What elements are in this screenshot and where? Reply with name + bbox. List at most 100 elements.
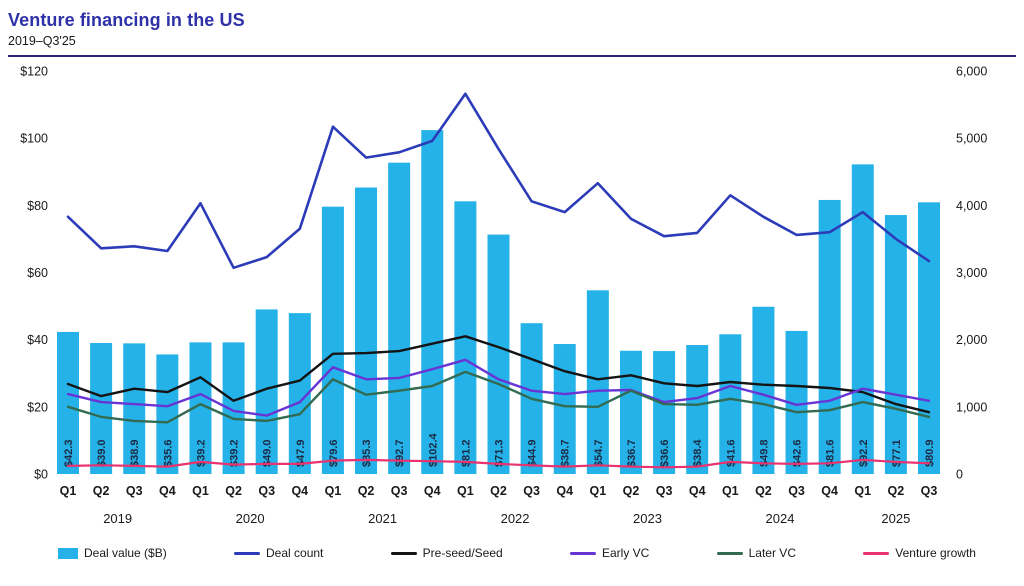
deal-value-bar (752, 306, 775, 474)
header-divider (8, 55, 1016, 57)
bar-value-label: $54.7 (593, 439, 605, 467)
deal-value-bar (719, 334, 742, 474)
legend-label-early-vc: Early VC (602, 546, 650, 560)
quarter-label: Q4 (689, 484, 706, 498)
chart-header: Venture financing in the US 2019–Q3'25 (0, 0, 1024, 57)
bar-value-label: $41.6 (725, 439, 737, 467)
legend-item-venture-growth: Venture growth (863, 546, 976, 560)
left-axis-tick: $60 (27, 266, 48, 280)
deal-value-bar (686, 345, 709, 474)
left-axis-tick: $40 (27, 333, 48, 347)
right-axis-tick: 2,000 (956, 333, 987, 347)
year-label-2019: 2019 (103, 511, 132, 526)
bar-value-label: $42.6 (792, 439, 804, 467)
right-axis-tick: 1,000 (956, 400, 987, 414)
right-axis-tick: 6,000 (956, 65, 987, 79)
series-line-later-vc (66, 370, 931, 424)
bar-value-label: $49.0 (262, 439, 274, 467)
quarter-label: Q1 (854, 484, 871, 498)
bar-value-label: $71.3 (494, 439, 506, 467)
bar-value-label: $38.7 (560, 439, 572, 467)
deal-value-bar (222, 342, 245, 474)
quarter-label: Q2 (888, 484, 905, 498)
left-axis-tick: $20 (27, 400, 48, 414)
deal-value-bar (918, 202, 940, 474)
chart-legend: Deal value ($B) Deal count Pre-seed/Seed Ea… (58, 546, 976, 560)
quarter-label: Q1 (722, 484, 739, 498)
bar-value-label: $81.2 (460, 439, 472, 467)
bar-value-label: $79.6 (328, 439, 340, 467)
quarter-label: Q2 (623, 484, 640, 498)
bar-value-label: $39.0 (96, 439, 108, 467)
quarter-label: Q2 (490, 484, 507, 498)
quarter-label: Q4 (291, 484, 308, 498)
deal-value-bar (884, 215, 907, 474)
deal-value-b-swatch-icon (58, 547, 78, 559)
deal-value-bar (123, 343, 146, 474)
deal-value-bar (454, 201, 477, 474)
deal-value-bar (90, 343, 113, 474)
legend-item-pre-seed-seed: Pre-seed/Seed (390, 546, 503, 560)
venture-growth-line-icon (863, 551, 890, 555)
bar-value-label: $81.6 (825, 439, 837, 467)
deal-value-bar (818, 199, 841, 474)
legend-label-venture-growth: Venture growth (895, 546, 976, 560)
quarter-label: Q3 (126, 484, 143, 498)
bar-value-label: $77.1 (891, 439, 903, 467)
quarter-label: Q3 (523, 484, 540, 498)
deal-value-bar (619, 350, 642, 474)
quarter-label: Q1 (590, 484, 607, 498)
later-vc-line-icon (716, 551, 743, 555)
bar-value-label: $35.6 (162, 439, 174, 467)
bar-value-label: $36.6 (659, 439, 671, 467)
quarter-label: Q3 (656, 484, 673, 498)
deal-value-bar (553, 344, 576, 474)
deal-value-bar (487, 234, 510, 474)
legend-item-deal-count: Deal count (234, 546, 323, 560)
quarter-label: Q2 (358, 484, 375, 498)
quarter-label: Q1 (192, 484, 209, 498)
series-line-early-vc (66, 358, 931, 417)
early-vc-line-icon (570, 551, 596, 555)
legend-item-early-vc: Early VC (570, 546, 649, 560)
bar-value-label: $39.2 (195, 439, 207, 467)
legend-label-deal-count: Deal count (266, 546, 324, 560)
deal-value-bar (421, 130, 444, 474)
right-axis-tick: 4,000 (956, 199, 987, 213)
right-axis-tick: 0 (956, 468, 963, 482)
quarter-label: Q2 (225, 484, 242, 498)
year-label-2021: 2021 (368, 511, 397, 526)
bar-value-label: $47.9 (295, 439, 307, 467)
quarter-label: Q3 (788, 484, 805, 498)
year-label-2020: 2020 (236, 511, 265, 526)
quarter-label: Q4 (821, 484, 838, 498)
quarter-label: Q1 (457, 484, 474, 498)
bar-value-label: $38.4 (692, 439, 704, 467)
deal-value-bar (586, 290, 609, 474)
bar-value-label: $42.3 (63, 439, 75, 467)
deal-value-bar (156, 354, 179, 474)
bar-value-label: $49.8 (758, 439, 770, 467)
series-line-pre-seed-seed (66, 335, 931, 414)
year-label-2022: 2022 (501, 511, 530, 526)
bar-value-label: $38.9 (129, 439, 141, 467)
left-axis-tick: $120 (20, 65, 48, 79)
year-label-2025: 2025 (881, 511, 910, 526)
deal-value-bar (255, 309, 278, 474)
legend-item-later-vc: Later VC (716, 546, 796, 560)
left-axis-tick: $80 (27, 199, 48, 213)
bar-value-label: $102.4 (427, 432, 439, 467)
bar-value-label: $39.2 (229, 439, 241, 467)
series-line-deal-count (66, 92, 931, 270)
legend-label-later-vc: Later VC (748, 546, 796, 560)
legend-label-deal-value-b: Deal value ($B) (84, 546, 167, 560)
page-title: Venture financing in the US (8, 10, 245, 30)
bar-value-label: $80.9 (924, 439, 936, 467)
left-axis-tick: $0 (34, 468, 48, 482)
year-label-2024: 2024 (766, 511, 795, 526)
bar-value-label: $36.7 (626, 439, 638, 467)
deal-value-bar (288, 313, 311, 474)
quarter-label: Q1 (325, 484, 342, 498)
right-axis-tick: 3,000 (956, 266, 987, 280)
deal-value-bar (189, 342, 212, 474)
